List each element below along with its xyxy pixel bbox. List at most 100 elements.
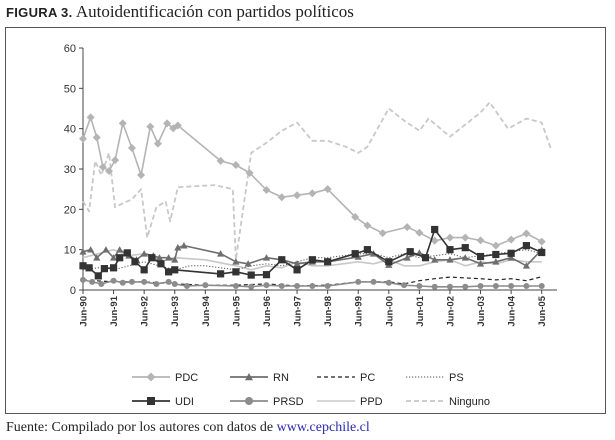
y-tick-label: 60 [64,43,76,55]
legend-marker-udi [147,397,155,405]
rn-point [87,246,95,253]
pdc-point [476,236,485,245]
x-tick-label: Jun-03 [476,296,487,327]
line-chart: 0 10 20 30 40 50 60 Jun-90 Jun-91 Jun-92 Jun-93 Jun… [64,43,557,408]
rn-point [492,258,500,265]
x-tick-label: Jun-92 [140,296,151,327]
series-pdc [79,113,546,250]
prsd-point [141,278,148,285]
rn-point [522,262,531,269]
udi-point [232,268,240,276]
pdc-point [153,139,162,148]
prsd-point [263,282,270,289]
source-footnote: Fuente: Compilado por los autores con da… [6,420,370,436]
prsd-point [416,282,423,289]
pdc-point [277,193,286,202]
rn-point [232,258,240,265]
rn-point [431,256,439,263]
source-link[interactable]: www.cepchile.cl [276,420,370,435]
rn-point [140,250,148,257]
pdc-point [216,156,225,165]
prsd-point [385,279,392,286]
pdc-point [461,233,470,242]
legend-label-rn: RN [273,372,289,384]
pdc-point [378,229,387,238]
pdc-point [262,185,271,194]
legend-label-prsd: PRSD [273,396,304,408]
rn-point [93,254,101,261]
series-prsd [80,276,545,290]
legend-item-udi: UDI [132,396,194,408]
prsd-point [89,278,96,285]
pdc-point [111,156,120,165]
prsd-point [128,278,135,285]
legend-item-pc: PC [317,372,375,384]
x-tick-label: Jun-95 [231,295,242,326]
pdc-point [537,237,546,246]
pdc-point [118,119,127,128]
legend-label-udi: UDI [175,396,194,408]
footer-text: Fuente: Compilado por los autores con da… [6,420,274,435]
prsd-point [171,280,178,287]
pdc-point [104,167,113,176]
rn-point [476,260,485,267]
udi-point [116,254,124,262]
prsd-point [278,282,285,289]
prsd-point [324,282,331,289]
prsd-point [98,280,105,287]
y-tick-label: 50 [64,83,76,95]
series-udi-line [82,228,543,277]
rn-point [171,256,179,263]
x-tick-label: Jun-05 [537,295,548,326]
prsd-point [232,282,239,289]
rn-point [165,254,173,261]
pdc-point [507,235,516,244]
pdc-point [245,169,254,178]
pdc-point [98,162,107,171]
x-tick-label: Jun-02 [445,296,456,327]
udi-point [293,266,301,274]
udi-point [131,258,139,266]
udi-point [171,266,179,274]
udi-point [421,254,430,262]
series-pc-line [82,276,542,287]
pdc-point [293,191,302,200]
series-udi [79,225,546,280]
y-tick-label: 30 [64,164,76,176]
rn-point [155,254,164,261]
pdc-point [146,122,155,131]
prsd-point [462,283,469,290]
udi-point [324,258,332,266]
prsd-point [80,276,86,283]
y-tick-label: 0 [70,285,76,297]
pdc-point [137,171,146,180]
udi-point [446,246,454,254]
prsd-point [538,282,545,289]
legend-marker-prsd [245,397,253,405]
prsd-point [294,282,301,289]
rn-point [461,254,469,261]
udi-point [406,248,414,256]
x-tick-label: Jun-00 [384,296,395,327]
udi-point [85,264,93,272]
series-pdc-line [82,116,543,247]
x-tick-label: Jun-96 [262,296,273,327]
legend-item-pdc: PDC [132,372,198,384]
figure-label: FIGURA 3. [6,5,73,20]
x-tick-label: Jun-04 [507,295,518,326]
legend-label-pdc: PDC [175,372,198,384]
udi-point [492,250,500,259]
pdc-point [173,121,182,130]
x-tick-label: Jun-01 [415,295,426,326]
udi-point [308,256,316,264]
prsd-point [153,280,160,287]
prsd-point [248,283,255,290]
legend-label-pc: PC [360,372,375,384]
x-tick-label: Jun-93 [170,296,181,327]
prsd-point [477,282,484,289]
udi-point [157,260,165,268]
legend-item-prsd: PRSD [230,396,304,408]
x-tick-label: Jun-98 [323,296,334,327]
udi-point [522,242,531,250]
pdc-point [308,189,317,198]
